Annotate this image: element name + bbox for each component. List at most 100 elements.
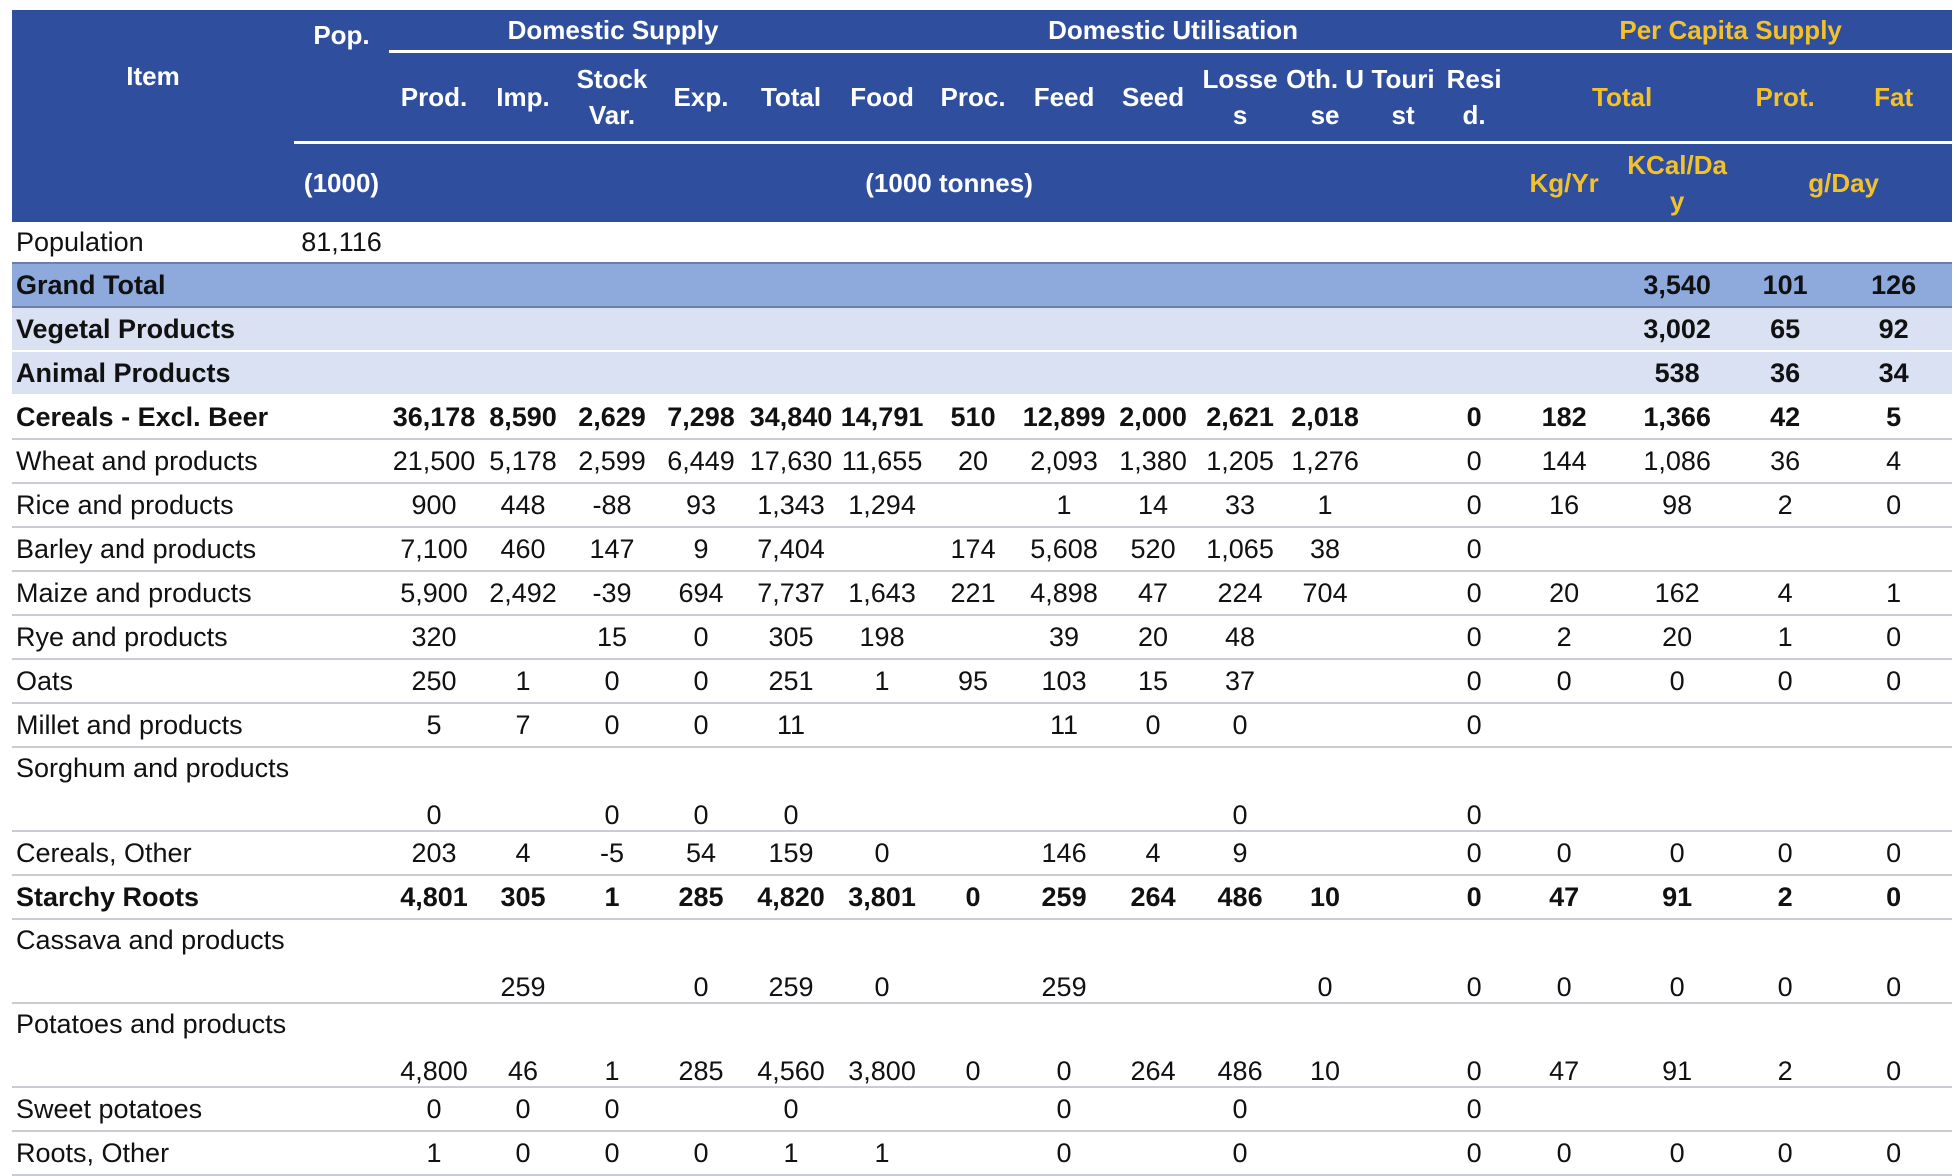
row-value-cell: 704 [1283, 571, 1368, 616]
row-value-cell: 0 [1439, 615, 1510, 660]
table-row: Maize and products 5,900 2,492 -39 694 7,737 1… [12, 571, 1953, 616]
row-value-cell: 224 [1197, 571, 1284, 616]
row-value-cell: 4 [479, 831, 567, 876]
row-value-cell: 0 [1835, 831, 1953, 876]
row-value-cell: 0 [567, 659, 657, 704]
row-value-cell: 900 [389, 483, 479, 528]
row-value-cell [927, 1087, 1020, 1132]
row-value-cell: 2,492 [479, 571, 567, 616]
row-value-cell: 0 [1735, 831, 1836, 876]
col-tourist: Tourist [1367, 51, 1440, 143]
row-value-cell [745, 262, 838, 308]
row-value-cell: 1,380 [1109, 439, 1198, 484]
row-value-cell: 21,500 [389, 439, 479, 484]
row-value-cell: 17,630 [745, 439, 838, 484]
row-pop-cell [294, 659, 389, 704]
row-value-cell: 4 [1835, 439, 1953, 484]
col-stock-var: Stock Var. [567, 51, 657, 143]
row-value-cell [927, 615, 1020, 660]
row-value-cell: 33 [1197, 483, 1284, 528]
row-value-cell: 91 [1619, 874, 1736, 920]
row-value-cell: 2 [1735, 874, 1836, 920]
row-value-cell: 54 [657, 831, 745, 876]
row-value-cell: -88 [567, 483, 657, 528]
row-value-cell [1835, 527, 1953, 572]
row-value-cell: 0 [1439, 659, 1510, 704]
row-value-cell [837, 222, 927, 263]
row-value-cell: 1,205 [1197, 439, 1284, 484]
row-value-cell: 34,840 [745, 394, 838, 440]
row-value-cell [1367, 919, 1440, 1004]
row-value-cell: 0 [1439, 747, 1510, 832]
row-value-cell: 1,294 [837, 483, 928, 528]
row-value-cell [927, 222, 1019, 263]
row-value-cell: 11 [745, 703, 838, 748]
row-value-cell: 46 [479, 1003, 567, 1088]
row-value-cell: 36 [1735, 439, 1836, 484]
row-value-cell [1509, 1087, 1620, 1132]
row-value-cell: 2 [1735, 483, 1836, 528]
row-value-cell: 3,800 [837, 1003, 928, 1088]
row-value-cell: 20 [927, 439, 1020, 484]
row-item-label: Vegetal Products [12, 306, 294, 352]
row-value-cell [1283, 350, 1368, 396]
row-value-cell: 162 [1619, 571, 1736, 616]
row-value-cell: 146 [1019, 831, 1110, 876]
row-value-cell [1283, 222, 1367, 263]
row-value-cell [389, 919, 479, 1004]
row-value-cell: 182 [1509, 394, 1620, 440]
row-value-cell: 259 [1019, 919, 1110, 1004]
row-value-cell: 510 [927, 394, 1020, 440]
row-value-cell [837, 747, 928, 832]
col-exp: Exp. [657, 51, 745, 143]
row-value-cell: 0 [1439, 1087, 1510, 1132]
unit-g-day: g/Day [1735, 142, 1953, 222]
row-value-cell: 8,590 [479, 394, 567, 440]
row-value-cell [1439, 222, 1509, 263]
row-value-cell [1619, 1087, 1736, 1132]
row-item-label: Wheat and products [12, 439, 294, 484]
row-value-cell: 460 [479, 527, 567, 572]
row-value-cell [1197, 306, 1284, 352]
row-value-cell [1367, 483, 1440, 528]
row-value-cell [657, 222, 745, 263]
row-value-cell [389, 262, 479, 308]
row-value-cell [1197, 262, 1284, 308]
row-value-cell: 305 [479, 874, 567, 920]
row-item-label: Rye and products [12, 615, 294, 660]
row-value-cell: 0 [567, 703, 657, 748]
row-value-cell: 14 [1109, 483, 1198, 528]
row-value-cell: 0 [1835, 659, 1953, 704]
unit-pop: (1000) [294, 141, 389, 222]
row-value-cell: 7,737 [745, 571, 838, 616]
row-value-cell [1283, 659, 1368, 704]
row-value-cell: 1 [567, 874, 657, 920]
row-value-cell [1509, 306, 1620, 352]
row-value-cell: 11,655 [837, 439, 928, 484]
row-value-cell [1367, 262, 1440, 308]
row-value-cell: 448 [479, 483, 567, 528]
row-value-cell: 0 [1439, 439, 1510, 484]
row-pop-cell [294, 615, 389, 660]
row-value-cell: 0 [1439, 1003, 1510, 1088]
row-value-cell: 0 [927, 874, 1020, 920]
row-value-cell: 11 [1019, 703, 1110, 748]
row-value-cell: 0 [1439, 919, 1510, 1004]
row-value-cell: 1 [1019, 483, 1110, 528]
row-value-cell: 5,608 [1019, 527, 1110, 572]
row-value-cell: 0 [1439, 571, 1510, 616]
row-value-cell: -39 [567, 571, 657, 616]
row-value-cell [1439, 262, 1510, 308]
row-value-cell: 0 [1439, 394, 1510, 440]
col-seed: Seed [1109, 51, 1198, 143]
row-value-cell: 38 [1283, 527, 1368, 572]
row-value-cell: 34 [1835, 350, 1953, 396]
row-value-cell: 0 [1197, 747, 1284, 832]
row-value-cell: 0 [837, 831, 928, 876]
row-value-cell: 93 [657, 483, 745, 528]
row-value-cell: 198 [837, 615, 928, 660]
row-value-cell: 0 [1509, 1131, 1620, 1176]
col-imp: Imp. [479, 51, 567, 143]
row-value-cell: 0 [1019, 1131, 1110, 1176]
row-value-cell: 7,100 [389, 527, 479, 572]
